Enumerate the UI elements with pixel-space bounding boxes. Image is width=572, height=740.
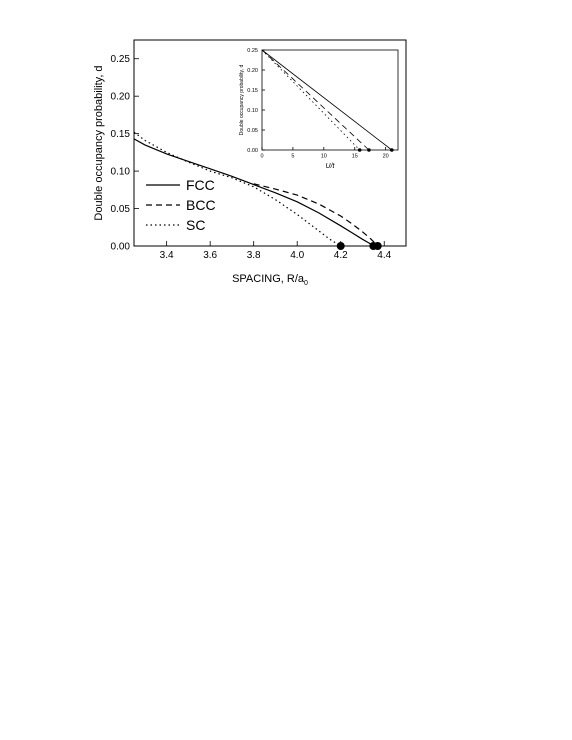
inset-x-tick-label: 5 xyxy=(291,154,294,160)
main-x-tick-label: 3.4 xyxy=(160,250,174,261)
inset-series-bcc xyxy=(261,49,370,151)
legend-label-sc: SC xyxy=(186,217,205,233)
main-y-tick-label: 0.15 xyxy=(111,129,131,140)
main-x-tick-label: 4.2 xyxy=(334,250,348,261)
main-chart: 3.4 3.6 3.8 4.0 4.2 4.4 0.000.050.100.150.200… xyxy=(93,39,407,287)
inset-y-tick-label: 0.10 xyxy=(247,108,258,114)
inset-series-sc xyxy=(261,49,360,151)
inset-critical-point-marker xyxy=(367,148,371,152)
inset-plot-frame xyxy=(261,49,399,151)
main-x-tick-label: 3.8 xyxy=(247,250,261,261)
inset-chart: 0 5 10 15 20 0.00 0.05 0.10 0.15 0.20 0.25 U/t Do… xyxy=(239,48,399,170)
main-plot-frame xyxy=(133,39,407,247)
inset-x-tick-label: 20 xyxy=(383,154,389,160)
main-x-ticks: 3.4 3.6 3.8 4.0 4.2 4.4 xyxy=(160,241,392,261)
main-y-tick-label: 0.00 xyxy=(111,242,131,253)
main-series-group xyxy=(133,131,379,247)
main-markers-group xyxy=(336,242,382,250)
inset-critical-point-marker xyxy=(357,148,362,152)
inset-y-ticks: 0.00 0.05 0.10 0.15 0.20 0.25 xyxy=(247,48,265,154)
inset-x-tick-label: 10 xyxy=(321,154,327,160)
inset-series-fcc xyxy=(261,49,393,151)
inset-x-tick-label: 0 xyxy=(260,154,263,160)
legend-label-bcc: BCC xyxy=(186,197,216,213)
main-critical-point-marker xyxy=(336,242,345,250)
main-x-tick-label: 4.0 xyxy=(290,250,304,261)
main-y-tick-label: 0.25 xyxy=(111,54,131,65)
main-y-tick-label: 0.10 xyxy=(111,167,131,178)
main-x-axis-label: SPACING, R/a0 xyxy=(232,273,308,287)
inset-y-tick-label: 0.00 xyxy=(247,148,258,154)
inset-critical-point-marker xyxy=(390,148,394,152)
main-x-tick-label: 4.4 xyxy=(377,250,391,261)
inset-x-axis-label: U/t xyxy=(326,163,336,170)
main-y-axis-label: Double occupancy probability, d xyxy=(93,65,105,220)
inset-x-ticks: 0 5 10 15 20 xyxy=(260,147,389,160)
inset-y-tick-label: 0.25 xyxy=(247,48,258,54)
main-y-tick-label: 0.20 xyxy=(111,92,131,103)
legend-label-fcc: FCC xyxy=(186,177,215,193)
inset-y-axis-label: Double occupancy probability, d xyxy=(239,65,245,136)
main-series-bcc xyxy=(253,183,379,247)
inset-y-tick-label: 0.20 xyxy=(247,68,258,74)
main-legend: FCC BCC SC xyxy=(146,177,216,233)
main-critical-point-marker xyxy=(373,242,382,250)
inset-markers-group xyxy=(357,148,394,152)
main-x-tick-label: 3.6 xyxy=(203,250,217,261)
main-y-tick-label: 0.05 xyxy=(111,204,131,215)
inset-x-tick-label: 15 xyxy=(352,154,358,160)
inset-series-group xyxy=(261,49,393,151)
main-series-fcc xyxy=(133,138,374,247)
inset-y-tick-label: 0.05 xyxy=(247,128,258,134)
inset-y-tick-label: 0.15 xyxy=(247,88,258,94)
main-y-ticks: 0.00 0.05 0.10 0.15 0.20 0.25 xyxy=(111,54,139,253)
